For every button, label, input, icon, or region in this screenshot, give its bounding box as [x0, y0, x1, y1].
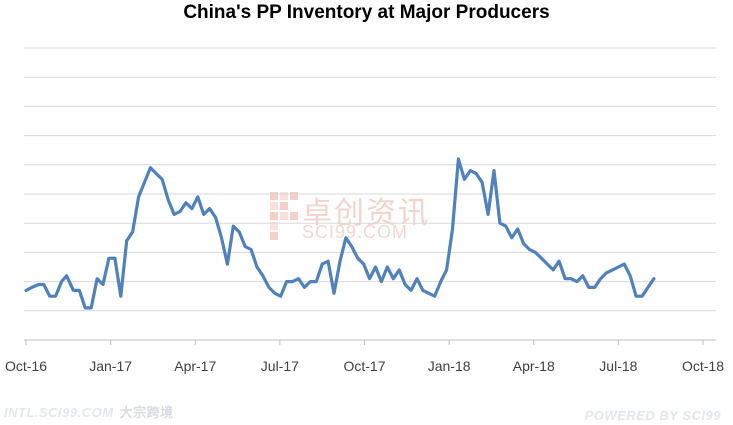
watermark-left-en: INTL.SCI99.COM — [4, 405, 114, 420]
series-line — [24, 157, 656, 310]
x-tick-label: Apr-17 — [174, 358, 216, 374]
x-tick-label: Oct-18 — [682, 358, 724, 374]
bottom-left-watermark: INTL.SCI99.COM 大宗跨境 — [4, 402, 174, 421]
x-tick-label: Apr-18 — [513, 358, 555, 374]
x-tick-label: Jul-18 — [599, 358, 637, 374]
bottom-right-watermark: POWERED BY SCI99 — [584, 408, 721, 423]
x-tick-label: Oct-17 — [343, 358, 385, 374]
x-tick-label: Jan-17 — [89, 358, 132, 374]
watermark-left-cn: 大宗跨境 — [119, 405, 174, 420]
x-tick-label: Oct-16 — [5, 358, 47, 374]
chart-title: China's PP Inventory at Major Producers — [183, 2, 550, 23]
x-tick-label: Jul-17 — [261, 358, 299, 374]
x-tick-label: Jan-18 — [428, 358, 471, 374]
